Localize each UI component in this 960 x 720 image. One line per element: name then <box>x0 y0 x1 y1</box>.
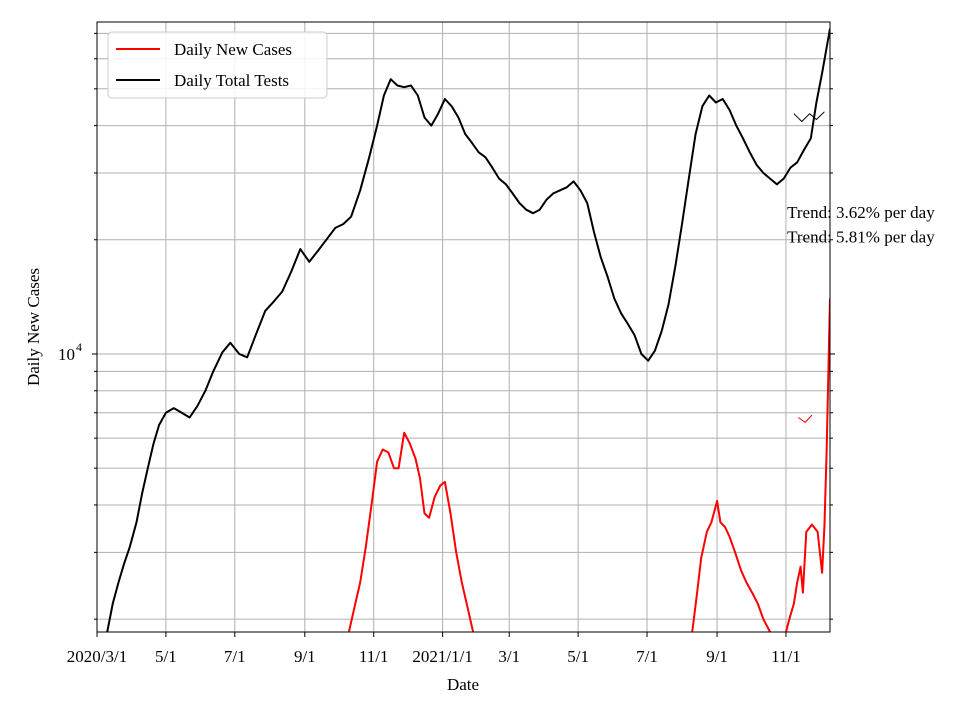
x-tick-label: 11/1 <box>359 647 389 666</box>
grid-layer <box>96 22 830 632</box>
legend: Daily New Cases Daily Total Tests <box>107 31 328 99</box>
x-tick-label: 9/1 <box>706 647 728 666</box>
y-axis-label: Daily New Cases <box>24 268 43 386</box>
x-tick-label: 5/1 <box>567 647 589 666</box>
x-tick-label: 2020/3/1 <box>67 647 127 666</box>
annotation-layer: Trend: 3.62% per day Trend: 5.81% per day <box>787 203 935 246</box>
x-axis-label: Date <box>447 675 479 694</box>
series-line-segment <box>691 499 771 632</box>
x-tick-label: 7/1 <box>636 647 658 666</box>
trend-glyph <box>798 414 813 423</box>
trend-glyph <box>793 111 825 122</box>
x-tick-label: 11/1 <box>771 647 801 666</box>
legend-box <box>107 31 328 99</box>
y-tick-label-base: 10 <box>58 345 75 364</box>
tick-layer: 2020/3/1 5/1 7/1 9/1 11/1 2021/1/1 3/1 5/1 7/1 9/… <box>58 32 835 666</box>
x-tick-label: 5/1 <box>155 647 177 666</box>
legend-label-daily-new-cases: Daily New Cases <box>174 40 292 59</box>
x-tick-label: 3/1 <box>498 647 520 666</box>
x-tick-label: 2021/1/1 <box>412 647 472 666</box>
x-tick-label: 7/1 <box>224 647 246 666</box>
x-tick-label: 9/1 <box>294 647 316 666</box>
series-line-daily-new-cases <box>347 431 475 632</box>
trend-annotation: Trend: 3.62% per day <box>787 203 935 222</box>
y-tick-label-exponent: 4 <box>76 340 82 354</box>
series-line-segment <box>785 298 830 632</box>
series-line-daily-total-tests <box>106 28 830 632</box>
plot-frame <box>96 21 831 633</box>
trend-annotation: Trend: 5.81% per day <box>787 227 935 246</box>
legend-label-daily-total-tests: Daily Total Tests <box>174 71 289 90</box>
series-layer <box>106 28 830 632</box>
